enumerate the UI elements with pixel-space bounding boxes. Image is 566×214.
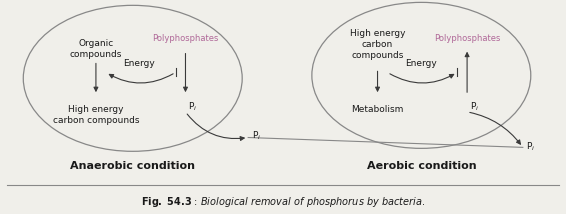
Text: Metabolism: Metabolism — [351, 105, 404, 114]
Text: $\mathbf{Fig.\ 54.3}$ : $\it{Biological\ removal\ of\ phosphorus\ by\ bacteria.}: $\mathbf{Fig.\ 54.3}$ : $\it{Biological\… — [141, 195, 425, 209]
Text: P$_i$: P$_i$ — [470, 100, 479, 113]
Text: Energy: Energy — [405, 59, 437, 68]
Text: High energy
carbon
compounds: High energy carbon compounds — [350, 29, 405, 60]
Text: P$_i$: P$_i$ — [526, 140, 535, 153]
Text: High energy
carbon compounds: High energy carbon compounds — [53, 105, 139, 125]
Text: P$_i$: P$_i$ — [252, 129, 261, 142]
Text: Polyphosphates: Polyphosphates — [152, 34, 218, 43]
Text: P$_i$: P$_i$ — [188, 100, 198, 113]
Text: Aerobic condition: Aerobic condition — [367, 161, 476, 171]
Text: Anaerobic condition: Anaerobic condition — [70, 161, 195, 171]
Text: Polyphosphates: Polyphosphates — [434, 34, 500, 43]
Text: Energy: Energy — [123, 59, 155, 68]
Text: Organic
compounds: Organic compounds — [70, 39, 122, 59]
